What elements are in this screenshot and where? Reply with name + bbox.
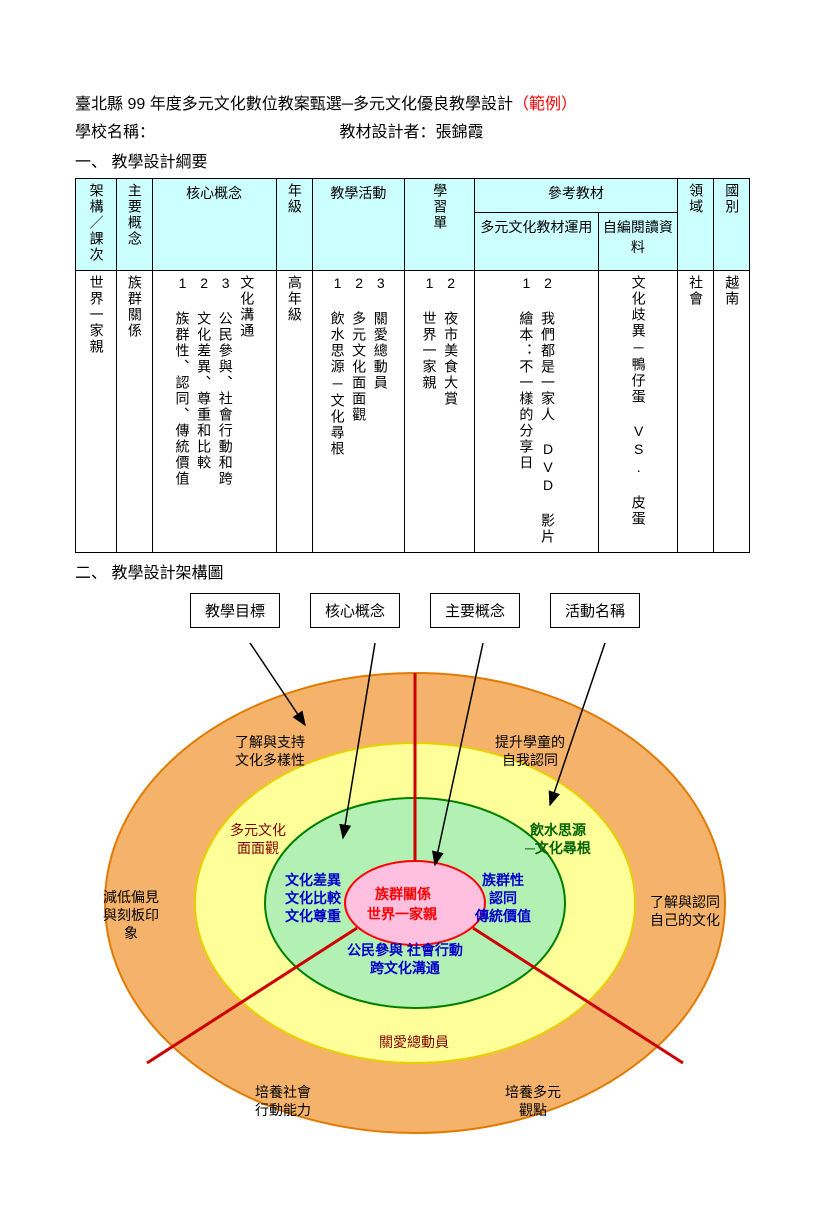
outer-bot-left: 培養社會 行動能力 xyxy=(255,1083,311,1119)
section1-heading: 一、 教學設計綱要 xyxy=(75,148,750,172)
legend-core: 核心概念 xyxy=(310,593,400,628)
th-worksheet: 學習單 xyxy=(405,179,475,271)
mid-left: 多元文化 面面觀 xyxy=(230,821,286,857)
info-line: 學校名稱： 教材設計者：張錦霞 xyxy=(75,118,750,142)
th-grade: 年級 xyxy=(276,179,312,271)
legend-goal: 教學目標 xyxy=(190,593,280,628)
table-header-row: 架構／課次 主要概念 核心概念 年級 教學活動 學習單 參考教材 領域 國別 xyxy=(76,179,750,213)
center-line1: 族群關係 xyxy=(375,885,431,903)
outer-top-left: 了解與支持 文化多樣性 xyxy=(235,733,305,769)
legend-activity: 活動名稱 xyxy=(550,593,640,628)
inner-left: 文化差異 文化比較 文化尊重 xyxy=(285,871,341,926)
th-domain: 領域 xyxy=(677,179,713,271)
designer-label: 教材設計者： xyxy=(339,124,435,141)
title-example: （範例） xyxy=(513,96,577,113)
inner-bottom: 公民參與 社會行動 跨文化溝通 xyxy=(347,941,463,977)
td-ref1: 2 我們都是一家人 DVD 影片 1 繪本：不一樣的分享日 xyxy=(474,271,598,553)
designer-name: 張錦霞 xyxy=(435,124,483,141)
td-core: 文化溝通 3 公民參與、社會行動和跨 2 文化差異、尊重和比較 1 族群性、認同… xyxy=(152,271,276,553)
mid-bottom: 關愛總動員 xyxy=(379,1033,449,1051)
th-core: 核心概念 xyxy=(152,179,276,271)
legend-row: 教學目標 核心概念 主要概念 活動名稱 xyxy=(75,593,755,628)
title-main: 臺北縣 99 年度多元文化數位教案甄選─多元文化優良教學設計 xyxy=(75,96,513,113)
th-ref1: 多元文化教材運用 xyxy=(474,213,598,271)
th-country: 國別 xyxy=(713,179,749,271)
mid-right: 飲水思源 ─文化尋根 xyxy=(525,821,591,857)
outer-top-right: 提升學童的 自我認同 xyxy=(495,733,565,769)
center-line2: 世界一家親 xyxy=(367,905,437,923)
th-reference: 參考教材 xyxy=(474,179,677,213)
th-ref2: 自編閱讀資料 xyxy=(598,213,677,271)
inner-right: 族群性 認同 傳統價值 xyxy=(475,871,531,926)
th-activities: 教學活動 xyxy=(312,179,404,271)
td-ref2: 文化歧異─鴨仔蛋 VS. 皮蛋 xyxy=(598,271,677,553)
th-main: 主要概念 xyxy=(116,179,152,271)
outer-bot-right: 培養多元 觀點 xyxy=(505,1083,561,1119)
doc-title: 臺北縣 99 年度多元文化數位教案甄選─多元文化優良教學設計（範例） xyxy=(75,90,750,114)
th-arch: 架構／課次 xyxy=(76,179,117,271)
outer-right: 了解與認同 自己的文化 xyxy=(650,893,720,929)
section2-heading: 二、 教學設計架構圖 xyxy=(75,559,750,583)
td-country: 越南 xyxy=(713,271,749,553)
td-main: 族群關係 xyxy=(116,271,152,553)
diagram-wrap: 教學目標 核心概念 主要概念 活動名稱 xyxy=(75,593,755,1173)
legend-main: 主要概念 xyxy=(430,593,520,628)
td-domain: 社會 xyxy=(677,271,713,553)
td-worksheet: 2 夜市美食大賞 1 世界一家親 xyxy=(405,271,475,553)
td-arch: 世界一家親 xyxy=(76,271,117,553)
table-data-row: 世界一家親 族群關係 文化溝通 3 公民參與、社會行動和跨 2 文化差異、尊重和… xyxy=(76,271,750,553)
outline-table: 架構／課次 主要概念 核心概念 年級 教學活動 學習單 參考教材 領域 國別 多… xyxy=(75,178,750,553)
td-activities: 3 關愛總動員 2 多元文化面面觀 1 飲水思源─文化尋根 xyxy=(312,271,404,553)
td-grade: 高年級 xyxy=(276,271,312,553)
school-label: 學校名稱： xyxy=(75,124,155,141)
outer-left: 減低偏見 與刻板印 象 xyxy=(103,888,159,943)
